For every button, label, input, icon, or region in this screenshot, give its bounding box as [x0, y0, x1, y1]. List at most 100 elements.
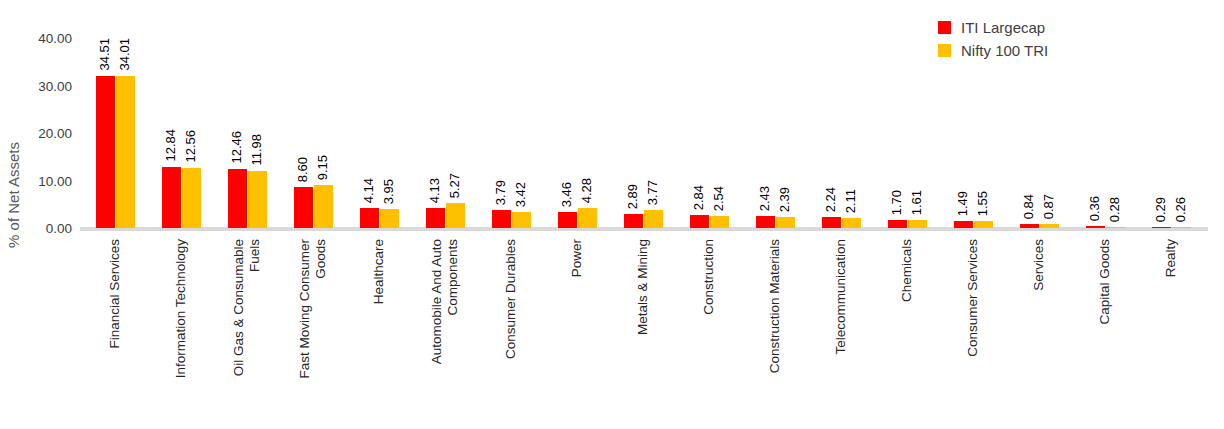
bar-value-label: 3.79	[494, 180, 508, 205]
bar	[380, 209, 399, 228]
bar-group: 2.84	[690, 38, 709, 228]
bar-group: 0.28	[1106, 38, 1125, 228]
legend-item: ITI Largecap	[938, 20, 1048, 35]
category-label-line: Financial Services	[108, 239, 122, 349]
category-label: Construction	[702, 239, 716, 315]
bar	[1040, 224, 1059, 228]
bar-value-label: 1.61	[910, 190, 924, 215]
y-tick-label: 40.00	[0, 32, 72, 46]
bar-group: 0.26	[1172, 38, 1191, 228]
bar	[162, 167, 181, 228]
category-label: Consumer Services	[966, 239, 980, 357]
category-label: Metals & Mining	[636, 239, 650, 335]
bar-value-label: 0.87	[1042, 194, 1056, 219]
category-label-line: Construction Materials	[768, 239, 782, 373]
bar	[710, 216, 729, 228]
bar-chart: % of Net Assets 40.0030.0020.0010.000.00…	[0, 0, 1224, 429]
category-label-line: Healthcare	[372, 239, 386, 304]
bar-value-label: 34.51	[98, 38, 112, 71]
category-label: Information Technology	[174, 239, 188, 378]
category-label: Telecommunication	[834, 239, 848, 355]
bar	[512, 212, 531, 228]
category-label: Healthcare	[372, 239, 386, 304]
bar-value-label: 2.24	[824, 187, 838, 212]
bar	[96, 76, 115, 228]
category-column: 0.36 0.28 Capital Goods	[1072, 38, 1138, 418]
bar-value-label: 2.54	[712, 186, 726, 211]
bar	[842, 218, 861, 228]
y-tick-label: 20.00	[0, 127, 72, 141]
category-label-line: Telecommunication	[834, 239, 848, 355]
category-label-line: Fast Moving Consumer	[298, 239, 312, 379]
bar	[756, 216, 775, 228]
bar-value-label: 0.26	[1174, 197, 1188, 222]
category-label: Oil Gas & ConsumableFuels	[232, 239, 262, 376]
bar	[908, 220, 927, 228]
bar-value-label: 2.89	[626, 184, 640, 209]
category-label-line: Automobile And Auto	[430, 239, 444, 364]
bar-value-label: 12.56	[184, 130, 198, 163]
category-label-line: Components	[446, 239, 460, 316]
bar-group: 1.61	[908, 38, 927, 228]
category-column: 2.89 3.77 Metals & Mining	[610, 38, 676, 418]
bar-group: 3.77	[644, 38, 663, 228]
category-column: 12.4611.98Oil Gas & ConsumableFuels	[214, 38, 280, 418]
bar-group: 0.87	[1040, 38, 1059, 228]
legend-swatch-icon	[938, 44, 951, 57]
bar	[954, 221, 973, 228]
legend: ITI Largecap Nifty 100 TRI	[938, 20, 1048, 58]
bar	[578, 208, 597, 228]
category-label: Capital Goods	[1098, 239, 1112, 325]
category-column: 12.8412.56Information Technology	[148, 38, 214, 418]
bar-group: 0.36	[1086, 38, 1105, 228]
category-column: 1.491.55Consumer Services	[940, 38, 1006, 418]
bar-value-label: 4.13	[428, 178, 442, 203]
category-column: 4.143.95Healthcare	[346, 38, 412, 418]
bar	[492, 210, 511, 228]
bar-pair: 0.36 0.28	[1086, 38, 1125, 228]
bar-value-label: 0.36	[1088, 196, 1102, 221]
legend-label: Nifty 100 TRI	[961, 43, 1048, 58]
category-label: Power	[570, 239, 584, 277]
bar	[558, 212, 577, 228]
category-label-line: Chemicals	[900, 239, 914, 302]
category-label: Automobile And AutoComponents	[430, 239, 460, 364]
category-label-line: Information Technology	[174, 239, 188, 378]
y-tick-label: 30.00	[0, 80, 72, 94]
category-column: 2.24 2.11 Telecommunication	[808, 38, 874, 418]
bar-value-label: 2.39	[778, 187, 792, 212]
category-column: 2.43 2.39 Construction Materials	[742, 38, 808, 418]
bar-group: 4.14	[360, 38, 379, 228]
bar-group: 2.11	[842, 38, 861, 228]
bar-pair: 2.43 2.39	[756, 38, 795, 228]
bar-pair: 0.840.87	[1020, 38, 1059, 228]
category-column: 2.842.54 Construction	[676, 38, 742, 418]
bar-value-label: 3.77	[646, 180, 660, 205]
bar-value-label: 2.43	[758, 186, 772, 211]
bar	[776, 217, 795, 228]
category-label-line: Fuels	[248, 239, 262, 272]
y-axis-tick-labels: 40.0030.0020.0010.000.00	[0, 0, 76, 429]
category-label: Consumer Durables	[504, 239, 518, 359]
category-label-line: Metals & Mining	[636, 239, 650, 335]
category-label: Services	[1032, 239, 1046, 291]
bar	[1020, 224, 1039, 228]
category-column: 0.840.87 Services	[1006, 38, 1072, 418]
category-column: 34.5134.01Financial Services	[82, 38, 148, 418]
bar-value-label: 12.46	[230, 131, 244, 164]
bar	[360, 208, 379, 228]
category-label-line: Construction	[702, 239, 716, 315]
bar	[974, 221, 993, 228]
bar-pair: 0.290.26	[1152, 38, 1191, 228]
bar	[1086, 226, 1105, 228]
bar	[1152, 227, 1171, 228]
category-label-line: Services	[1032, 239, 1046, 291]
bar	[182, 168, 201, 228]
category-column: 4.13 5.27 Automobile And AutoComponents	[412, 38, 478, 418]
bar	[116, 76, 135, 228]
legend-swatch-icon	[938, 21, 951, 34]
bar-value-label: 8.60	[296, 157, 310, 182]
bar-group: 2.43	[756, 38, 775, 228]
bar	[888, 220, 907, 228]
bar-value-label: 5.27	[448, 173, 462, 198]
